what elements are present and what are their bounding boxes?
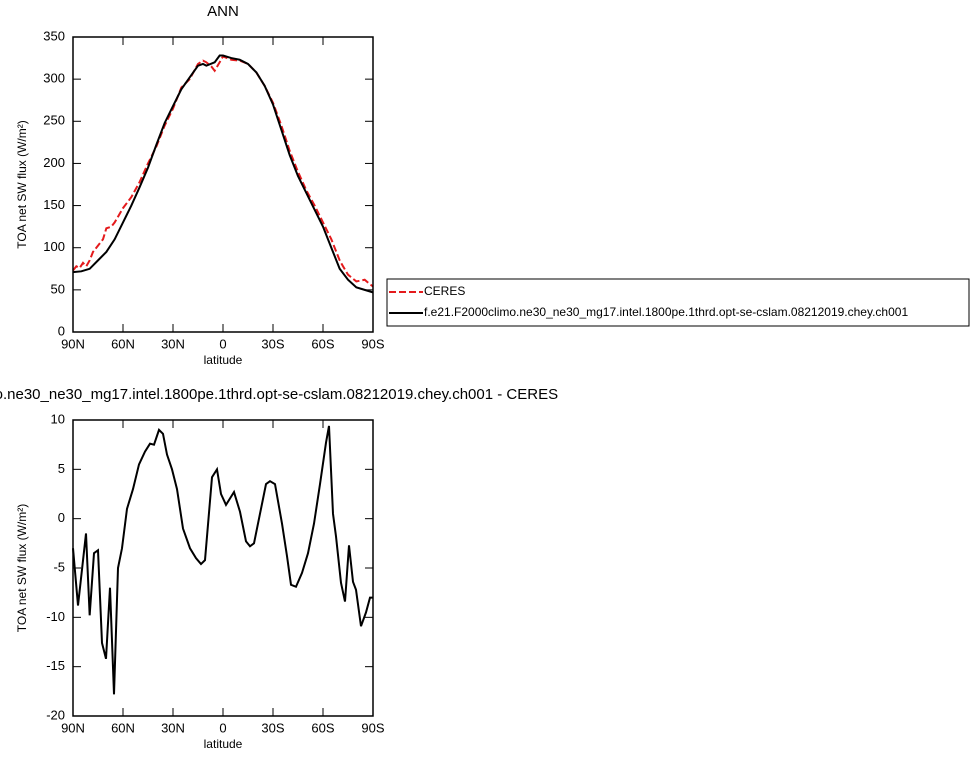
y-axis-label: TOA net SW flux (W/m²) (15, 504, 29, 632)
y-tick-label: 200 (43, 155, 65, 170)
x-tick-label: 60S (311, 720, 334, 735)
y-tick-label: 50 (51, 281, 65, 296)
panel: f.e21.F2000climo.ne30_ne30_mg17.intel.18… (0, 386, 558, 751)
y-tick-label: -20 (46, 707, 65, 722)
y-tick-label: 10 (51, 411, 65, 426)
y-tick-label: -5 (53, 559, 65, 574)
y-tick-label: 300 (43, 71, 65, 86)
x-tick-label: 0 (219, 720, 226, 735)
y-tick-label: 0 (58, 510, 65, 525)
data-line (72, 55, 374, 288)
y-tick-label: 350 (43, 28, 65, 43)
legend-box (386, 278, 970, 327)
legend-label: f.e21.F2000climo.ne30_ne30_mg17.intel.18… (424, 305, 908, 319)
x-tick-label: 90N (61, 720, 85, 735)
x-axis-label: latitude (204, 737, 243, 751)
y-tick-label: -10 (46, 609, 65, 624)
x-tick-label: 30N (161, 720, 185, 735)
x-tick-label: 60S (311, 336, 334, 351)
plot-frame (72, 419, 374, 717)
x-tick-label: 60N (111, 720, 135, 735)
data-line (72, 54, 374, 294)
x-tick-label: 90S (361, 720, 384, 735)
x-tick-label: 90S (361, 336, 384, 351)
y-tick-label: 100 (43, 239, 65, 254)
y-tick-label: -15 (46, 658, 65, 673)
x-tick-label: 30N (161, 336, 185, 351)
chart-title: ANN (207, 3, 239, 20)
x-tick-label: 30S (261, 720, 284, 735)
x-tick-label: 60N (111, 336, 135, 351)
y-tick-label: 250 (43, 113, 65, 128)
y-tick-label: 150 (43, 197, 65, 212)
x-tick-label: 30S (261, 336, 284, 351)
y-axis-label: TOA net SW flux (W/m²) (15, 120, 29, 248)
legend: CERES f.e21.F2000climo.ne30_ne30_mg17.int… (386, 278, 970, 327)
x-tick-label: 90N (61, 336, 85, 351)
chart-title: f.e21.F2000climo.ne30_ne30_mg17.intel.18… (0, 386, 558, 403)
panel: ANN latitude TOA net SW flux (W/m²) 0 50 100 1… (15, 3, 385, 367)
data-line (72, 425, 373, 695)
x-axis-label: latitude (204, 353, 243, 367)
y-tick-label: 0 (58, 323, 65, 338)
legend-label: CERES (424, 284, 465, 298)
plot-frame (72, 36, 374, 333)
y-tick-label: 5 (58, 461, 65, 476)
x-tick-label: 0 (219, 336, 226, 351)
